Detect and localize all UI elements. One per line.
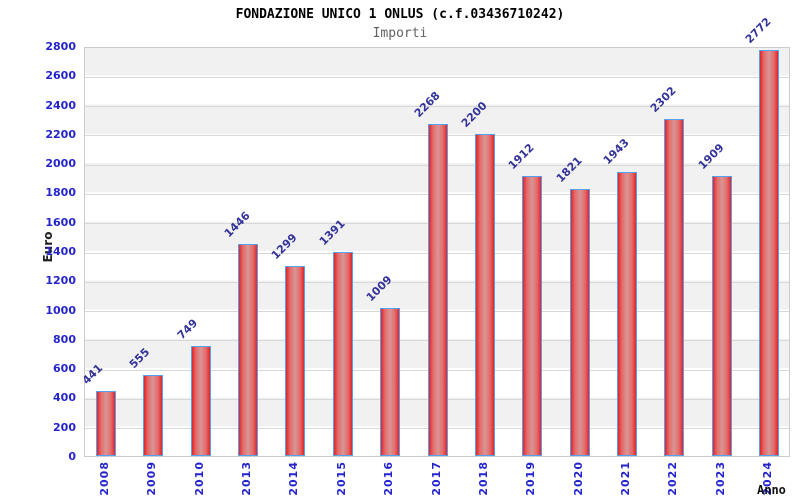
y-tick-label-1200: 1200 <box>45 274 76 288</box>
y-tick-label-800: 800 <box>53 332 76 346</box>
x-tick-label-2017: 2017 <box>429 461 443 496</box>
x-tick-label-2018: 2018 <box>476 461 490 496</box>
bar-2021 <box>616 171 637 456</box>
y-tick-label-2200: 2200 <box>45 127 76 141</box>
y-tick-label-600: 600 <box>53 362 76 376</box>
bar-2010 <box>190 346 211 456</box>
x-tick-label-2016: 2016 <box>382 461 396 496</box>
gridline-2600 <box>85 76 789 78</box>
bar-2019 <box>522 176 543 456</box>
y-tick-label-2400: 2400 <box>45 98 76 112</box>
x-axis-title: Anno <box>757 483 786 497</box>
y-tick-label-2800: 2800 <box>45 40 76 53</box>
x-tick-label-2020: 2020 <box>571 461 585 496</box>
y-tick-label-1000: 1000 <box>45 303 76 317</box>
y-tick-label-0: 0 <box>68 450 76 463</box>
y-tick-label-2000: 2000 <box>45 157 76 171</box>
gridline-2400 <box>85 106 789 108</box>
x-tick-label-2010: 2010 <box>192 461 206 496</box>
x-tick-label-2022: 2022 <box>666 461 680 496</box>
bar-2008 <box>96 391 116 456</box>
plot-area <box>84 47 790 457</box>
bar-2020 <box>569 189 590 456</box>
bar-2018 <box>474 133 495 456</box>
chart-subtitle: Importi <box>372 26 428 41</box>
y-tick-label-1400: 1400 <box>45 245 76 258</box>
bar-2023 <box>711 176 732 456</box>
bar-2014 <box>285 265 306 456</box>
y-tick-label-400: 400 <box>53 391 76 405</box>
x-tick-label-2014: 2014 <box>287 461 301 496</box>
y-tick-label-1600: 1600 <box>45 215 76 229</box>
x-tick-label-2019: 2019 <box>524 461 538 496</box>
x-tick-label-2009: 2009 <box>145 461 159 496</box>
x-tick-label-2008: 2008 <box>98 461 111 496</box>
y-tick-label-1800: 1800 <box>45 186 76 200</box>
y-tick-label-200: 200 <box>53 420 76 434</box>
x-tick-label-2015: 2015 <box>334 461 348 496</box>
bar-2022 <box>664 118 685 456</box>
bar-2016 <box>380 308 401 456</box>
y-tick-label-2600: 2600 <box>45 69 76 83</box>
bar-2015 <box>332 252 353 456</box>
x-tick-label-2013: 2013 <box>240 461 254 496</box>
bar-2013 <box>238 244 259 456</box>
chart-title: FONDAZIONE UNICO 1 ONLUS (c.f.0343671024… <box>235 7 565 22</box>
bar-2017 <box>427 123 448 456</box>
bar-2009 <box>143 374 164 456</box>
x-tick-label-2021: 2021 <box>618 461 632 496</box>
x-tick-label-2023: 2023 <box>713 461 727 496</box>
bar-2024 <box>759 50 779 456</box>
